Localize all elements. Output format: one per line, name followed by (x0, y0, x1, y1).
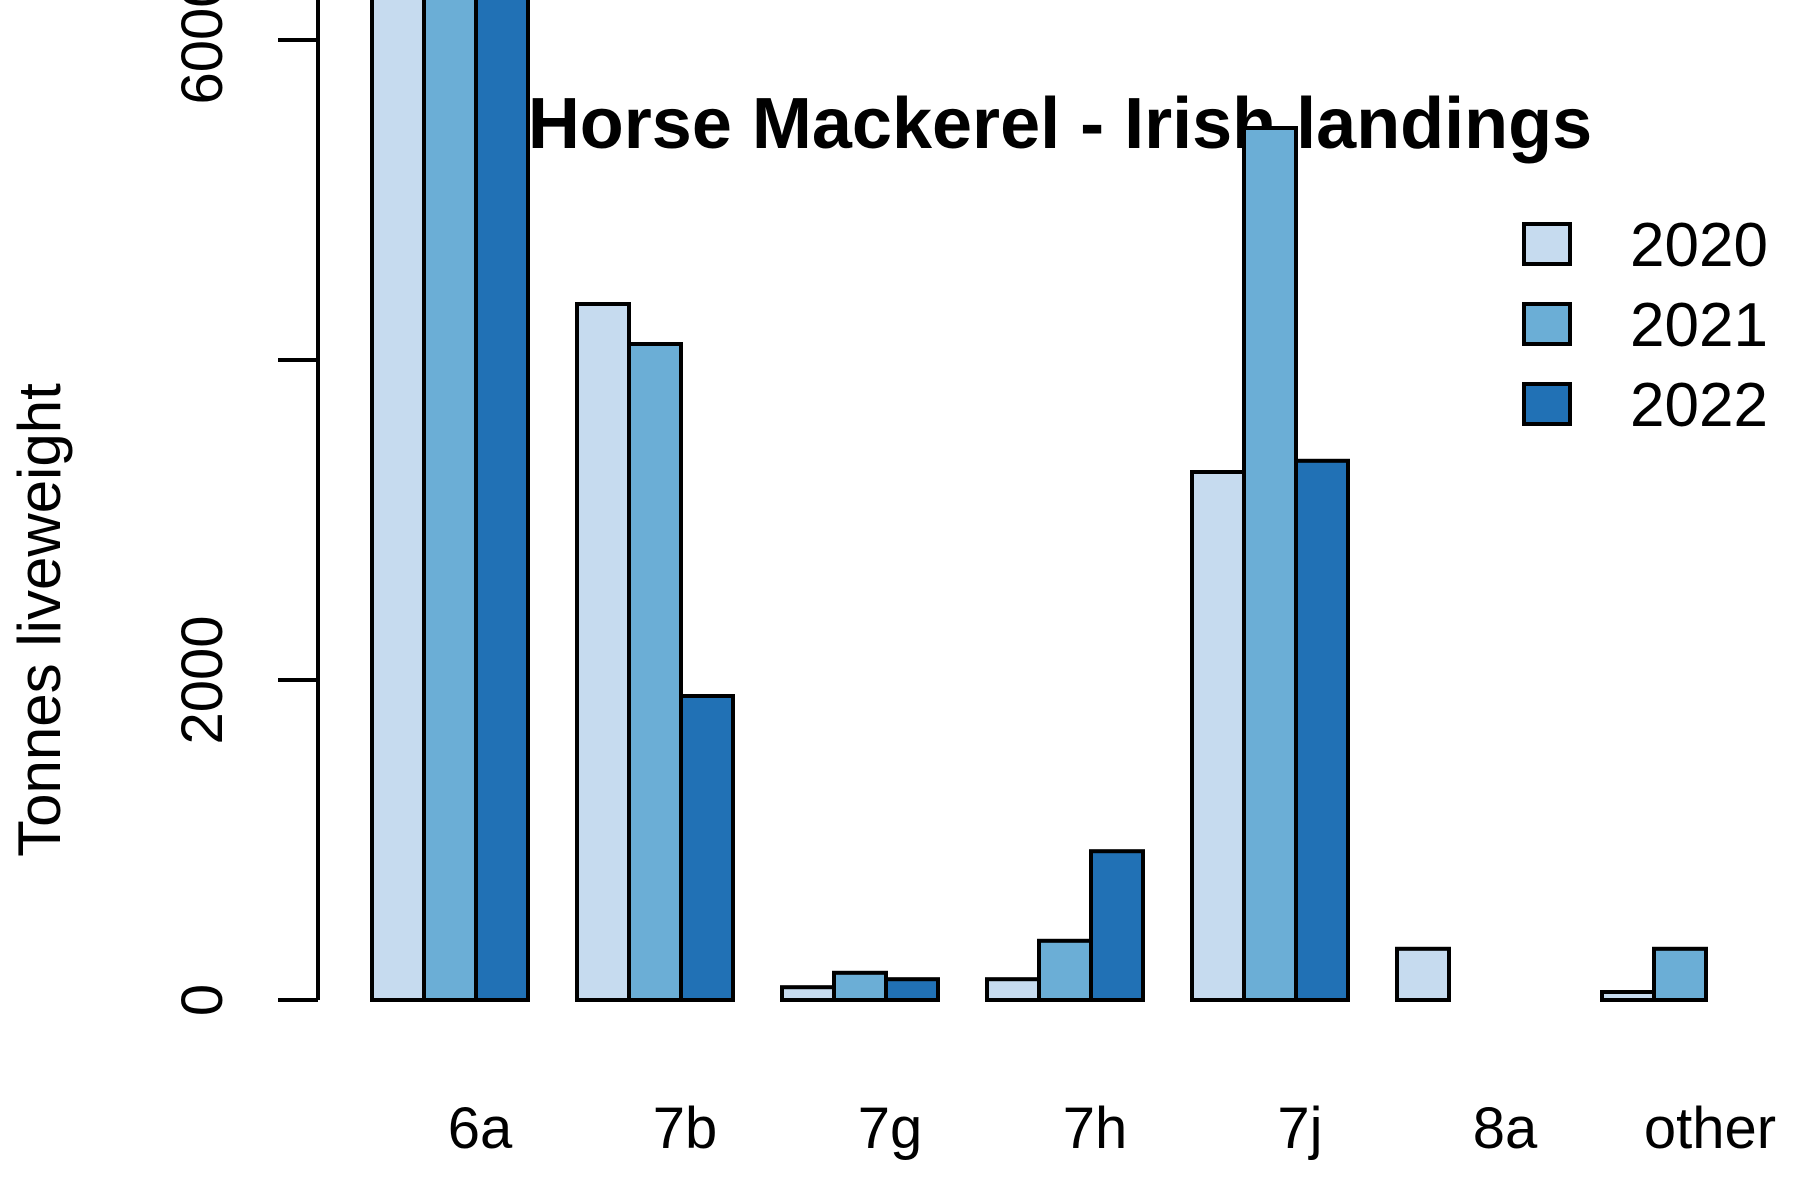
bar-6a-2020 (370, 0, 426, 1002)
bar-6a-2022 (474, 0, 530, 1002)
category-label: 8a (1473, 1096, 1538, 1161)
category-label: other (1644, 1096, 1776, 1161)
bar-7j-2021 (1242, 126, 1298, 1002)
category-label: 6a (448, 1096, 513, 1161)
legend-label: 2022 (1630, 371, 1768, 440)
category-label: 7b (653, 1096, 718, 1161)
bar-7b-2021 (627, 342, 683, 1002)
legend-label: 2020 (1630, 211, 1768, 280)
y-tick-label: 2000 (170, 615, 235, 744)
bar-7b-2022 (679, 694, 735, 1002)
legend-label: 2021 (1630, 291, 1768, 360)
y-tick-label: 6000 (170, 0, 235, 105)
legend-swatch-2021 (1522, 302, 1572, 346)
category-labels: 6a 7b 7g 7h 7j 8a other (448, 1096, 1776, 1161)
legend-swatch-2020 (1522, 222, 1572, 266)
bar-6a-2021 (422, 0, 478, 1002)
bar-other-2021 (1652, 946, 1708, 1002)
bar-7h-2022 (1089, 849, 1145, 1003)
legend-swatch-2022 (1522, 382, 1572, 426)
bar-other-2020 (1600, 990, 1656, 1002)
legend: 2020 2021 2022 (1522, 211, 1768, 440)
chart-title: Horse Mackerel - Irish landings (528, 84, 1592, 164)
y-tick-label: 0 (170, 984, 235, 1016)
bar-7h-2021 (1037, 938, 1093, 1002)
bar-7j-2022 (1294, 458, 1350, 1002)
bar-7g-2022 (884, 977, 940, 1003)
y-axis: 0 2000 6000 (170, 0, 320, 1016)
bar-7h-2020 (985, 977, 1041, 1003)
bar-7j-2020 (1190, 470, 1246, 1002)
bar-7g-2021 (832, 970, 888, 1002)
bar-8a-2020 (1395, 946, 1451, 1002)
bar-7b-2020 (575, 302, 631, 1002)
category-label: 7j (1277, 1096, 1322, 1161)
bar-7g-2020 (780, 985, 836, 1003)
y-axis-label: Tonnes liveweight (6, 383, 73, 857)
bars (370, 0, 1708, 1003)
category-label: 7g (858, 1096, 923, 1161)
category-label: 7h (1063, 1096, 1128, 1161)
